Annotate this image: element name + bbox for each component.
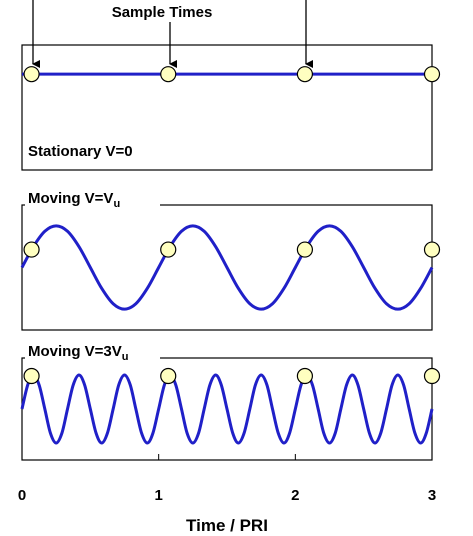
sample-point <box>23 367 40 385</box>
x-tick-label: 1 <box>154 487 162 504</box>
x-tick-label: 2 <box>291 487 299 504</box>
x-tick-label: 3 <box>428 487 436 504</box>
sample-point <box>423 241 441 258</box>
sample-point <box>23 66 40 83</box>
line <box>20 373 434 445</box>
panel-title: Moving V=Vu <box>28 190 120 210</box>
title-subscript: u <box>113 198 120 210</box>
title-background <box>25 193 160 213</box>
sample-point <box>160 66 177 83</box>
line <box>20 224 434 311</box>
sample-point <box>296 367 313 385</box>
panel-title: Stationary V=0 <box>28 143 133 160</box>
panel-frame <box>21 44 433 171</box>
sample-point <box>160 241 177 258</box>
sample-point <box>23 241 40 258</box>
title-text: Moving V=V <box>28 190 113 207</box>
title-subscript: u <box>122 351 129 363</box>
title-background <box>25 346 160 366</box>
title-text: Moving V=3V <box>28 343 122 360</box>
title-text: Stationary V=0 <box>28 143 133 160</box>
sample-point <box>160 367 177 385</box>
x-tick-label: 0 <box>18 487 26 504</box>
sample-point <box>296 66 313 83</box>
sample-point <box>423 66 441 83</box>
sample-point <box>423 367 441 385</box>
sample-point <box>296 241 313 258</box>
x-axis-label: Time / PRI <box>186 516 268 535</box>
annotation: Sample Times <box>112 4 213 21</box>
panel-title: Moving V=3Vu <box>28 343 129 363</box>
